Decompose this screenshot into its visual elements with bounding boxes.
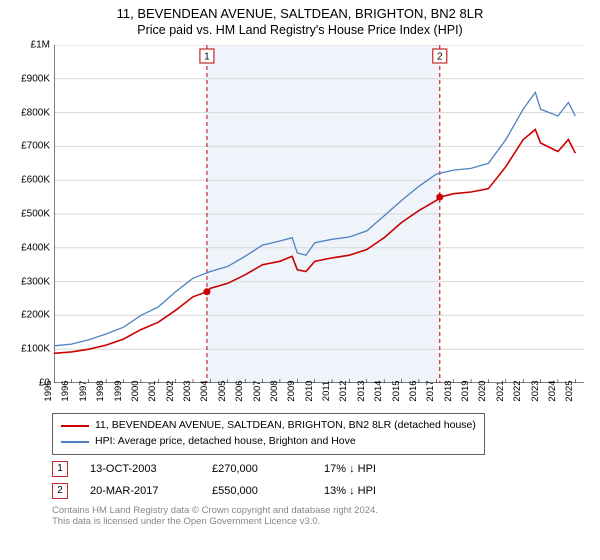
- x-tick-label: 2021: [495, 380, 506, 401]
- legend-label-hpi: HPI: Average price, detached house, Brig…: [95, 434, 356, 450]
- sale-badge-2: 2: [52, 483, 68, 499]
- chart-container: 11, BEVENDEAN AVENUE, SALTDEAN, BRIGHTON…: [0, 0, 600, 536]
- x-tick-label: 2007: [252, 380, 263, 401]
- x-tick-label: 2001: [147, 380, 158, 401]
- x-tick-label: 2010: [304, 380, 315, 401]
- x-tick-label: 2012: [338, 380, 349, 401]
- x-tick-label: 2004: [199, 380, 210, 401]
- x-tick-label: 1998: [95, 380, 106, 401]
- legend: 11, BEVENDEAN AVENUE, SALTDEAN, BRIGHTON…: [52, 413, 485, 455]
- x-tick-label: 2014: [373, 380, 384, 401]
- x-tick-label: 2003: [182, 380, 193, 401]
- sale-date-1: 13-OCT-2003: [90, 463, 190, 475]
- x-tick-label: 2000: [130, 380, 141, 401]
- x-tick-label: 2025: [564, 380, 575, 401]
- svg-text:2: 2: [437, 52, 443, 63]
- x-tick-label: 1997: [78, 380, 89, 401]
- x-axis-labels: 1995199619971998199920002001200220032004…: [54, 383, 584, 405]
- x-tick-label: 2008: [269, 380, 280, 401]
- y-tick-label: £500K: [21, 209, 50, 220]
- y-tick-label: £600K: [21, 175, 50, 186]
- sale-price-2: £550,000: [212, 485, 302, 497]
- sales-list: 1 13-OCT-2003 £270,000 17% ↓ HPI 2 20-MA…: [52, 461, 588, 499]
- footer: Contains HM Land Registry data © Crown c…: [52, 505, 588, 529]
- legend-item-hpi: HPI: Average price, detached house, Brig…: [61, 434, 476, 450]
- x-tick-label: 2006: [234, 380, 245, 401]
- x-tick-label: 2002: [165, 380, 176, 401]
- x-tick-label: 2005: [217, 380, 228, 401]
- x-tick-label: 2015: [391, 380, 402, 401]
- x-tick-label: 2017: [425, 380, 436, 401]
- sale-badge-1: 1: [52, 461, 68, 477]
- x-tick-label: 2020: [477, 380, 488, 401]
- y-axis-labels: £0£100K£200K£300K£400K£500K£600K£700K£80…: [12, 45, 52, 383]
- x-tick-label: 2018: [443, 380, 454, 401]
- chart-title: 11, BEVENDEAN AVENUE, SALTDEAN, BRIGHTON…: [12, 6, 588, 21]
- y-tick-label: £700K: [21, 141, 50, 152]
- legend-swatch-hpi: [61, 441, 89, 443]
- sale-date-2: 20-MAR-2017: [90, 485, 190, 497]
- legend-item-property: 11, BEVENDEAN AVENUE, SALTDEAN, BRIGHTON…: [61, 418, 476, 434]
- sale-delta-2: 13% ↓ HPI: [324, 485, 376, 497]
- legend-swatch-property: [61, 425, 89, 427]
- footer-line-2: This data is licensed under the Open Gov…: [52, 516, 588, 528]
- y-tick-label: £400K: [21, 242, 50, 253]
- sale-row-2: 2 20-MAR-2017 £550,000 13% ↓ HPI: [52, 483, 588, 499]
- x-tick-label: 2013: [356, 380, 367, 401]
- legend-label-property: 11, BEVENDEAN AVENUE, SALTDEAN, BRIGHTON…: [95, 418, 476, 434]
- x-tick-label: 1996: [60, 380, 71, 401]
- x-tick-label: 2023: [530, 380, 541, 401]
- x-tick-label: 1999: [113, 380, 124, 401]
- x-tick-label: 2019: [460, 380, 471, 401]
- y-tick-label: £800K: [21, 107, 50, 118]
- y-tick-label: £200K: [21, 310, 50, 321]
- y-tick-label: £100K: [21, 344, 50, 355]
- svg-text:1: 1: [204, 52, 210, 63]
- y-tick-label: £900K: [21, 73, 50, 84]
- sale-delta-1: 17% ↓ HPI: [324, 463, 376, 475]
- chart-svg: 12: [54, 45, 584, 383]
- x-tick-label: 1995: [43, 380, 54, 401]
- x-tick-label: 2011: [321, 381, 332, 401]
- y-tick-label: £300K: [21, 276, 50, 287]
- sale-price-1: £270,000: [212, 463, 302, 475]
- chart-area: £0£100K£200K£300K£400K£500K£600K£700K£80…: [54, 45, 584, 405]
- chart-subtitle: Price paid vs. HM Land Registry's House …: [12, 23, 588, 37]
- x-tick-label: 2022: [512, 380, 523, 401]
- footer-line-1: Contains HM Land Registry data © Crown c…: [52, 505, 588, 517]
- y-tick-label: £1M: [31, 40, 50, 51]
- x-tick-label: 2016: [408, 380, 419, 401]
- x-tick-label: 2009: [286, 380, 297, 401]
- x-tick-label: 2024: [547, 380, 558, 401]
- sale-row-1: 1 13-OCT-2003 £270,000 17% ↓ HPI: [52, 461, 588, 477]
